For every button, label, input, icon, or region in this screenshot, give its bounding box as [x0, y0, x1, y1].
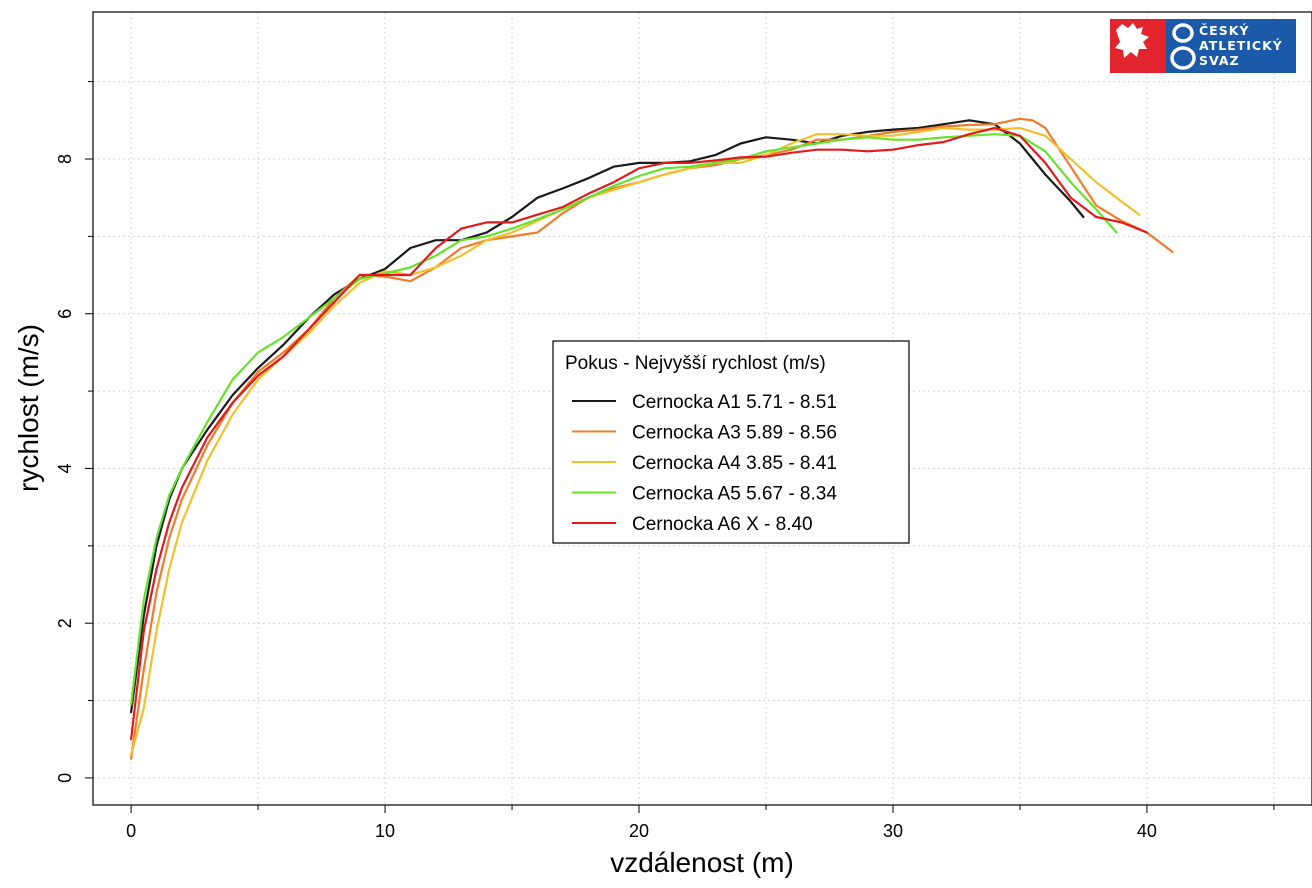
- legend-entry-3: Cernocka A4 3.85 - 8.41: [632, 453, 837, 474]
- x-tick-label: 20: [629, 821, 649, 841]
- x-axis-title: vzdálenost (m): [610, 847, 794, 878]
- series-line-1: [130, 119, 1085, 714]
- series-line-3: [130, 126, 1141, 756]
- plot-frame: [92, 11, 1312, 806]
- legend-entry-2: Cernocka A3 5.89 - 8.56: [632, 423, 837, 444]
- series-line-5: [130, 126, 1149, 741]
- y-axis-title: rychlost (m/s): [13, 324, 44, 492]
- x-tick-label: 10: [375, 821, 395, 841]
- logo: ČESKÝ ATLETICKÝ SVAZ: [1110, 19, 1296, 73]
- lion-icon: [1115, 23, 1149, 58]
- y-tick-label: 4: [55, 463, 75, 473]
- x-tick-label: 30: [883, 821, 903, 841]
- legend: Pokus - Nejvyšší rychlost (m/s) Cernocka…: [552, 340, 910, 544]
- legend-entry-1: Cernocka A1 5.71 - 8.51: [632, 392, 837, 413]
- logo-line-3: SVAZ: [1199, 53, 1240, 68]
- legend-title: Pokus - Nejvyšší rychlost (m/s): [565, 353, 826, 374]
- y-tick-label: 8: [55, 154, 75, 164]
- runner-eight-icon: [1170, 23, 1196, 70]
- y-tick-label: 2: [55, 618, 75, 628]
- logo-line-1: ČESKÝ: [1199, 23, 1249, 38]
- legend-entry-5: Cernocka A6 X - 8.40: [632, 514, 813, 535]
- logo-line-2: ATLETICKÝ: [1199, 38, 1283, 53]
- legend-entry-4: Cernocka A5 5.67 - 8.34: [632, 484, 837, 505]
- series-lines: [130, 117, 1174, 760]
- legend-box: [552, 340, 910, 544]
- series-line-4: [130, 133, 1118, 706]
- y-tick-label: 6: [55, 309, 75, 319]
- x-tick-label: 0: [126, 821, 136, 841]
- y-tick-label: 0: [55, 773, 75, 783]
- axes: 0 10 20 30 40 0 2 4 6 8: [55, 81, 1275, 841]
- x-tick-label: 40: [1137, 821, 1157, 841]
